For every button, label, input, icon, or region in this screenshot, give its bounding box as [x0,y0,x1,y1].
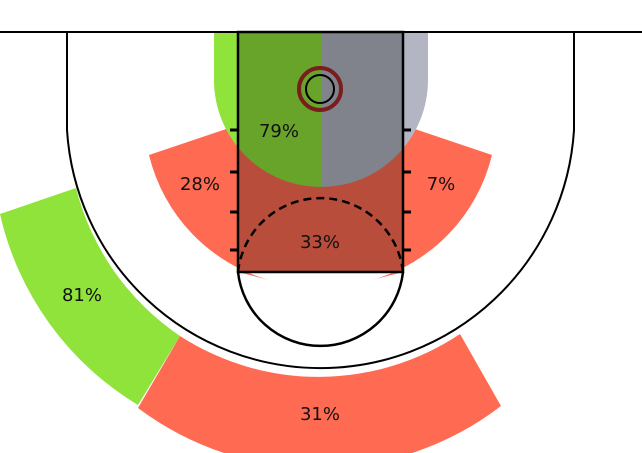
label-mid-range-left: 28% [180,174,220,195]
lane [236,30,405,274]
zone-ra-left [214,32,321,187]
zone-left-wing-three [0,188,180,405]
label-mid-range-right: 7% [427,174,456,195]
court-lines [0,30,642,370]
free-throw-circle-top [236,196,405,273]
lane-hash-marks [230,128,411,252]
free-throw-circle-bottom [236,271,405,348]
hoop-rim-outer [297,66,343,112]
zone-layer [0,32,501,453]
label-restricted-area-left: 79% [259,121,299,142]
zone-top-three [138,334,501,453]
hoop-rim-inner [305,74,335,104]
label-left-wing-three: 81% [62,285,102,306]
zone-mid-right [372,125,492,280]
zone-labels: 79% 33% 28% 7% 81% 31% [62,121,455,425]
label-paint-non-ra: 33% [300,232,340,253]
zone-ra-right [321,32,428,187]
label-top-three: 31% [300,404,340,425]
zone-mid-left [149,125,269,280]
three-point-line [66,32,575,370]
